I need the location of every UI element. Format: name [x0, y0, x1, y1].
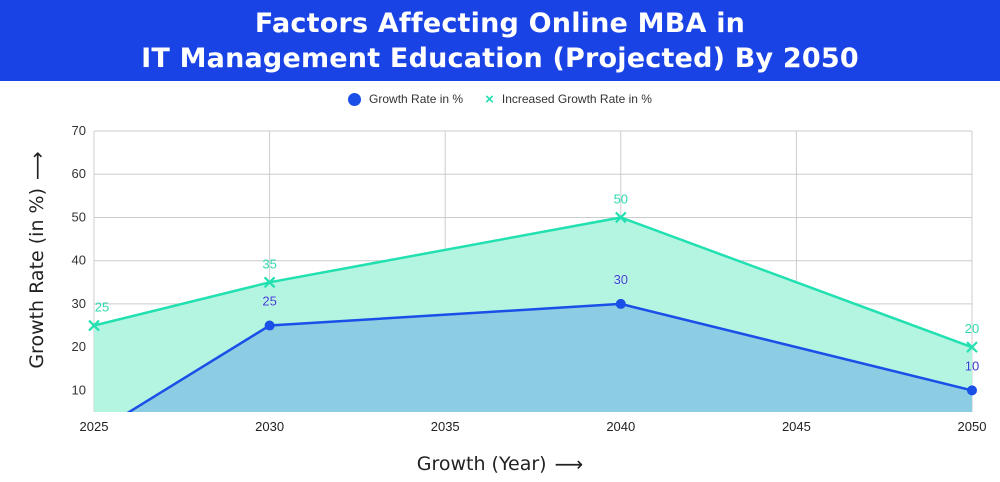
growth-rate-marker [967, 385, 977, 396]
growth-rate-line [126, 302, 972, 412]
increased-growth-line [94, 216, 972, 349]
increased-growth-data-label: 50 [614, 191, 628, 206]
x-tick-label: 2025 [80, 419, 109, 434]
x-axis-title: Growth (Year) ⟶ [0, 452, 1000, 476]
increased-growth-marker [88, 319, 100, 332]
y-tick-label: 20 [72, 339, 86, 354]
y-axis-title: Growth Rate (in %) ⟶ [25, 151, 49, 368]
growth-rate-marker [264, 320, 275, 331]
increased-growth-data-label: 35 [262, 256, 276, 271]
plot-area [94, 216, 972, 412]
growth-rate-data-label: 10 [965, 358, 979, 373]
y-tick-label: 50 [72, 209, 86, 224]
x-marker-icon: × [485, 90, 494, 108]
title-banner: Factors Affecting Online MBA in IT Manag… [0, 0, 1000, 81]
x-tick-label: 2040 [606, 419, 635, 434]
growth-rate-area [94, 303, 972, 412]
x-tick-label: 2035 [431, 419, 460, 434]
arrow-up-icon: ⟶ [25, 151, 49, 180]
x-tick-label: 2045 [782, 419, 811, 434]
y-tick-label: 70 [72, 123, 86, 138]
legend-item-growth-rate[interactable]: Growth Rate in % [348, 92, 463, 106]
y-tick-label: 40 [72, 253, 86, 268]
x-axis-title-text: Growth (Year) [416, 453, 547, 475]
y-axis-title-text: Growth Rate (in %) [26, 188, 48, 369]
x-tick-label: 2030 [255, 419, 284, 434]
legend-item-increased-growth-rate[interactable]: × Increased Growth Rate in % [485, 90, 652, 108]
legend: Growth Rate in % × Increased Growth Rate… [0, 90, 1000, 108]
chart-title-line-2: IT Management Education (Projected) By 2… [141, 42, 859, 74]
circle-marker-icon [348, 92, 362, 106]
growth-rate-marker [615, 298, 626, 309]
legend-label-growth-rate: Growth Rate in % [369, 92, 464, 106]
increased-growth-marker [966, 341, 978, 353]
increased-growth-data-label: 20 [965, 321, 979, 336]
chart-title-line-1: Factors Affecting Online MBA in [254, 7, 746, 39]
increased-growth-marker [615, 211, 627, 224]
x-tick-label: 2050 [958, 419, 987, 434]
legend-label-increased-growth-rate: Increased Growth Rate in % [501, 92, 652, 106]
y-tick-label: 10 [72, 382, 86, 397]
y-tick-label: 60 [72, 166, 86, 181]
growth-rate-data-label: 30 [614, 272, 628, 287]
y-tick-label: 30 [72, 296, 86, 311]
increased-growth-marker [263, 276, 276, 289]
arrow-right-icon: ⟶ [554, 452, 584, 476]
increased-growth-data-label: 25 [95, 300, 109, 315]
growth-rate-data-label: 25 [262, 294, 276, 309]
